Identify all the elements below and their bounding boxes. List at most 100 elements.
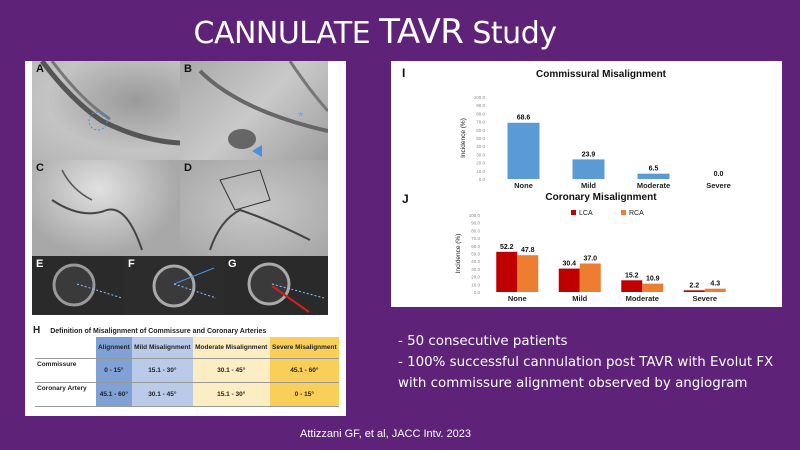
image-e: E [32,256,124,315]
legend-swatch [621,210,626,215]
bar [621,280,643,292]
svg-text:*: * [298,108,304,124]
imaging-figure: A * B C D E F G H Definition of Misalignm… [25,61,346,416]
y-axis-label: Incidence (%) [460,118,467,158]
data-label: 4.3 [710,281,720,288]
table-cell: 0 - 15° [269,382,339,407]
table-cell: 45.1 - 60° [269,358,339,383]
y-tick-label: 70.0 [471,236,480,241]
x-tick-label: Mild [572,294,587,303]
bar [507,122,540,179]
image-b: * B [180,61,328,160]
table-row: Coronary Artery 45.1 - 60° 30.1 - 45° 15… [35,382,339,407]
table-header: Alignment [95,337,132,359]
image-g-drawing [247,262,325,313]
charts-panel: I Commissural Misalignment 0.0 10.0 20.0 30… [391,61,782,307]
bullet-list: - 50 consecutive patients - 100% success… [398,331,793,394]
y-tick-label: 10.0 [476,169,485,174]
data-label: 30.4 [562,261,576,268]
data-label: 68.6 [517,115,531,122]
bullet-item: - 100% successful cannulation post TAVR … [398,355,774,391]
panel-label: J [402,192,409,206]
y-tick-label: 70.0 [476,120,485,125]
table-cell: 15.1 - 30° [131,358,193,383]
y-tick-label: 50.0 [471,252,480,257]
data-label: 0.0 [714,171,724,178]
title-part: TAVR [379,12,464,52]
x-tick-label: Moderate [626,294,659,303]
y-tick-label: 60.0 [476,128,485,133]
commissural-chart: 0.0 10.0 20.0 30.0 40.0 50.0 60.0 70.0 80.0 90.0 1… [460,95,731,190]
table-row: Commissure 0 - 15° 15.1 - 30° 30.1 - 45°… [35,358,339,383]
image-label: B [184,63,192,75]
y-tick-label: 20.0 [476,161,485,166]
y-tick-label: 80.0 [471,228,480,233]
y-tick-label: 40.0 [476,144,485,149]
table-header: Severe Misalignment [269,337,339,359]
image-c: C [32,160,180,256]
legend-swatch [571,210,576,215]
definition-table: Alignment Mild Misalignment Moderate Mis… [35,337,339,407]
y-tick-label: 100.0 [474,95,486,100]
title-part: CANNULATE [193,16,380,51]
table-header: Moderate Misalignment [192,337,270,359]
legend-label: LCA [579,210,593,217]
image-label: A [36,63,44,75]
bar [637,173,670,179]
coronary-chart: 0.0 10.0 20.0 30.0 40.0 50.0 60.0 70.0 80.0 90.0 1… [455,210,726,303]
chart-title: Coronary Misalignment [545,192,657,203]
bar [704,288,726,292]
chart-title: Commissural Misalignment [535,69,667,80]
table-cell: 15.1 - 30° [192,382,270,407]
image-c-drawing [51,169,143,251]
x-tick-label: Mild [581,181,596,190]
image-d-drawing [209,169,311,251]
image-label: E [36,258,44,270]
definition-title-text: Definition of Misalignment of Commissure… [50,328,267,335]
data-label: 37.0 [583,256,597,263]
y-tick-label: 50.0 [476,136,485,141]
y-tick-label: 60.0 [471,244,480,249]
y-tick-label: 30.0 [471,267,480,272]
title-part: Study [463,16,557,51]
bullet-item: - 50 consecutive patients [398,334,568,349]
panel-label: H [33,325,41,336]
bar [572,159,605,179]
bar [496,251,518,292]
bar [517,255,539,292]
image-a-drawing [40,61,180,146]
panel-label: I [402,66,406,80]
y-tick-label: 30.0 [476,152,485,157]
legend-label: RCA [629,210,644,217]
data-label: 6.5 [649,166,659,173]
data-label: 52.2 [500,244,514,251]
table-cell: 30.1 - 45° [131,382,193,407]
y-tick-label: 40.0 [471,259,480,264]
image-label: C [36,162,44,174]
x-tick-label: Severe [706,181,731,190]
y-tick-label: 80.0 [476,111,485,116]
y-tick-label: 90.0 [471,221,480,226]
table-header-row: Alignment Mild Misalignment Moderate Mis… [35,337,339,359]
image-label: F [128,258,135,270]
table-cell: 0 - 15° [95,358,132,383]
definition-title: H Definition of Misalignment of Commissur… [33,325,266,336]
image-grid: A * B C D E F G [32,61,340,319]
image-b-drawing: * [198,61,328,157]
y-tick-label: 10.0 [471,282,480,287]
x-tick-label: Moderate [637,181,670,190]
image-g: G [224,256,328,315]
y-tick-label: 20.0 [471,275,480,280]
row-label: Coronary Artery [35,382,96,407]
y-tick-label: 0.0 [474,290,481,295]
citation: Attizzani GF, et al, JACC Intv. 2023 [300,428,471,440]
row-label: Commissure [35,358,96,383]
table-cell: 45.1 - 60° [95,382,132,407]
bar [558,268,580,292]
y-tick-label: 100.0 [469,213,481,218]
image-f: F [124,256,224,315]
bar [683,290,705,292]
x-tick-label: Severe [692,294,717,303]
image-label: D [184,162,192,174]
table-header: Mild Misalignment [131,337,193,359]
